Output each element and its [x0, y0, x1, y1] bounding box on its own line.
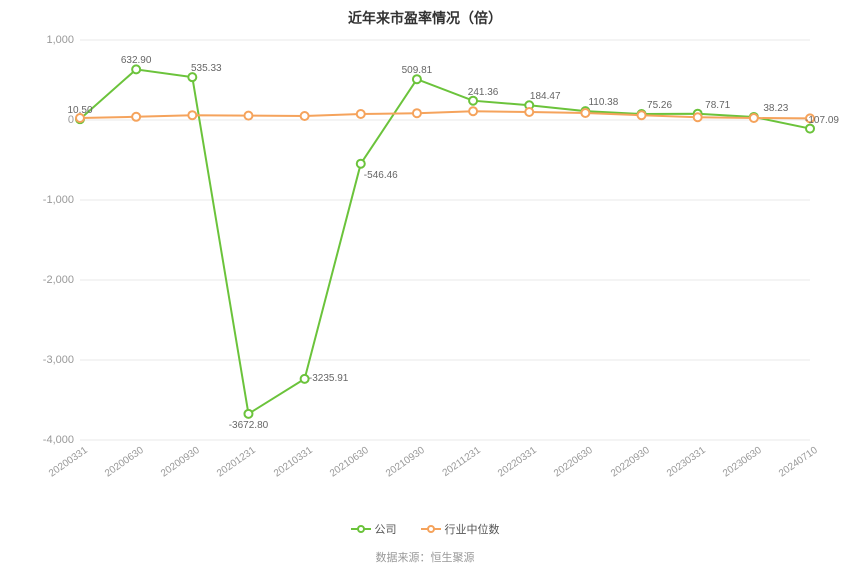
data-point-label: -546.46: [364, 170, 398, 181]
x-tick-label: 20220630: [549, 440, 595, 479]
x-tick-label: 20230630: [717, 440, 763, 479]
data-point-label: 535.33: [191, 63, 222, 74]
x-tick-label: 20200930: [156, 440, 202, 479]
data-point-label: 75.26: [647, 100, 672, 111]
x-tick-label: 20230331: [661, 440, 707, 479]
legend-item-company[interactable]: 公司: [351, 521, 397, 537]
data-point-label: 184.47: [530, 91, 561, 102]
y-tick-label: -3,000: [43, 354, 80, 366]
x-tick-label: 20200630: [100, 440, 146, 479]
data-point-label: 509.81: [402, 65, 433, 76]
x-tick-label: 20210331: [268, 440, 314, 479]
legend-marker-company: [351, 523, 371, 535]
chart-title: 近年来市盈率情况（倍）: [0, 8, 850, 28]
data-point-label: 10.50: [67, 105, 92, 116]
data-point-label: 632.90: [121, 55, 152, 66]
x-tick-label: 20220331: [493, 440, 539, 479]
data-point-label: -107.09: [805, 115, 839, 126]
data-source: 数据来源：恒生聚源: [0, 549, 850, 565]
data-point-label: 38.23: [763, 103, 788, 114]
legend-label-industry: 行业中位数: [445, 521, 500, 537]
x-tick-label: 20240710: [774, 440, 820, 479]
data-point-label: -3235.91: [309, 373, 348, 384]
data-point-label: 110.38: [588, 97, 618, 108]
y-tick-label: 1,000: [46, 34, 80, 46]
x-tick-label: 20210630: [324, 440, 370, 479]
y-tick-label: -1,000: [43, 194, 80, 206]
chart-legend: 公司 行业中位数: [0, 521, 850, 537]
legend-marker-industry: [421, 523, 441, 535]
data-source-value: 恒生聚源: [431, 552, 475, 564]
x-tick-label: 20201231: [212, 440, 258, 479]
x-tick-label: 20211231: [437, 440, 483, 479]
x-tick-label: 20210930: [380, 440, 426, 479]
data-point-label: 241.36: [468, 87, 499, 98]
data-source-label: 数据来源：: [376, 552, 431, 564]
pe-ratio-chart: 近年来市盈率情况（倍） 1,0000-1,000-2,000-3,000-4,0…: [0, 0, 850, 575]
legend-label-company: 公司: [375, 521, 397, 537]
y-tick-label: -2,000: [43, 274, 80, 286]
legend-item-industry[interactable]: 行业中位数: [421, 521, 500, 537]
data-point-label: 78.71: [705, 100, 730, 111]
data-point-label: -3672.80: [229, 420, 268, 431]
x-tick-label: 20220930: [605, 440, 651, 479]
plot-area: 1,0000-1,000-2,000-3,000-4,00010.50632.9…: [80, 40, 810, 440]
chart-svg: [80, 40, 810, 440]
